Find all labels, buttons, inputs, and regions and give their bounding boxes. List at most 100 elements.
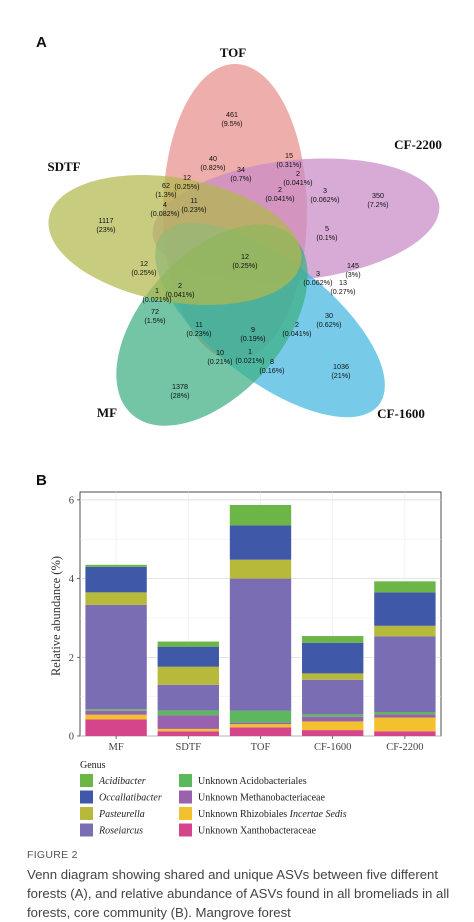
region-count: 12 bbox=[241, 252, 249, 261]
bar-segment bbox=[229, 710, 292, 723]
bar-segment bbox=[302, 714, 364, 717]
legend-label: Acidibacter bbox=[98, 776, 146, 787]
legend-label: Roseiarcus bbox=[98, 826, 143, 837]
region-pct: (0.041%) bbox=[283, 178, 312, 187]
legend-swatch bbox=[80, 774, 93, 787]
axes: 0 2 4 6 MF SDTF TOF CF-1600 CF-2200 bbox=[69, 495, 424, 753]
region-pct: (0.7%) bbox=[230, 174, 251, 183]
set-label-tof: TOF bbox=[220, 45, 247, 60]
set-label-sdtf: SDTF bbox=[47, 159, 80, 174]
unique-pct-tof: (9.5%) bbox=[221, 119, 242, 128]
bar-segment bbox=[229, 722, 292, 725]
region-count: 2 bbox=[278, 185, 282, 194]
caption-text: Venn diagram showing shared and unique A… bbox=[27, 867, 450, 920]
venn-diagram: TOF CF-2200 CF-1600 MF SDTF 461(9.5%) 350(7.2… bbox=[47, 45, 442, 426]
region-pct: (0.021%) bbox=[142, 295, 171, 304]
x-tick-label: CF-1600 bbox=[314, 742, 351, 753]
region-count: 10 bbox=[216, 348, 224, 357]
region-pct: (1.5%) bbox=[144, 316, 165, 325]
region-pct: (0.062%) bbox=[310, 195, 339, 204]
unique-count-mf: 1378 bbox=[172, 382, 188, 391]
region-count: 2 bbox=[296, 169, 300, 178]
unique-pct-cf-2200: (7.2%) bbox=[367, 200, 388, 209]
region-count: 30 bbox=[325, 311, 333, 320]
set-label-cf-2200: CF-2200 bbox=[394, 137, 442, 152]
x-tick-label: MF bbox=[109, 742, 124, 753]
bar-segment bbox=[157, 710, 219, 716]
unique-pct-cf-1600: (21%) bbox=[331, 371, 350, 380]
region-count: 12 bbox=[140, 259, 148, 268]
stacked-bar-chart: 0 2 4 6 MF SDTF TOF CF-1600 CF-2200 Relative abu… bbox=[49, 491, 442, 837]
region-count: 11 bbox=[195, 320, 202, 329]
bar-segment bbox=[85, 564, 147, 567]
region-pct: (0.31%) bbox=[276, 160, 301, 169]
region-count: 4 bbox=[163, 200, 167, 209]
venn-region-counts: 461(9.5%)350(7.2%)1036(21%)1378(28%)1117… bbox=[96, 110, 388, 400]
bar-segment bbox=[374, 717, 436, 732]
legend-swatch bbox=[80, 790, 93, 804]
x-tick-label: TOF bbox=[251, 742, 271, 753]
region-count: 12 bbox=[183, 173, 191, 182]
bar-segment bbox=[229, 724, 292, 728]
bar-segment bbox=[302, 730, 364, 736]
legend-label: Unknown Xanthobacteraceae bbox=[198, 826, 317, 837]
legend-swatch bbox=[179, 790, 192, 804]
region-count: 145 bbox=[347, 261, 359, 270]
x-tick-label: CF-2200 bbox=[386, 742, 423, 753]
unique-count-tof: 461 bbox=[226, 110, 238, 119]
legend-swatch bbox=[80, 823, 93, 837]
y-tick-label: 6 bbox=[69, 495, 74, 506]
region-pct: (0.1%) bbox=[316, 233, 337, 242]
region-count: 34 bbox=[237, 165, 245, 174]
bar-segment bbox=[229, 559, 292, 579]
legend-label: Unknown Methanobacteriaceae bbox=[198, 793, 325, 804]
bar-segment bbox=[157, 715, 219, 729]
legend-label: Unknown Acidobacteriales bbox=[198, 776, 307, 787]
region-count: 3 bbox=[316, 269, 320, 278]
y-tick-label: 0 bbox=[69, 732, 74, 743]
legend-label: Pasteurella bbox=[98, 809, 145, 820]
region-pct: (0.041%) bbox=[265, 194, 294, 203]
bar-segment bbox=[374, 731, 436, 736]
region-count: 1 bbox=[155, 286, 159, 295]
bar-segment bbox=[302, 673, 364, 680]
region-pct: (0.82%) bbox=[200, 163, 225, 172]
bar-segment bbox=[85, 714, 147, 720]
region-pct: (0.25%) bbox=[174, 182, 199, 191]
region-pct: (0.25%) bbox=[131, 268, 156, 277]
set-label-mf: MF bbox=[97, 405, 117, 420]
region-count: 40 bbox=[209, 154, 217, 163]
bar-segment bbox=[85, 709, 147, 711]
region-pct: (3%) bbox=[345, 270, 360, 279]
bar-segment bbox=[374, 625, 436, 637]
bar-segment bbox=[302, 642, 364, 674]
bar-segment bbox=[229, 727, 292, 736]
bar-segment bbox=[374, 581, 436, 593]
y-axis-label: Relative abundance (%) bbox=[49, 556, 63, 676]
venn-set-labels: TOF CF-2200 CF-1600 MF SDTF bbox=[47, 45, 441, 421]
region-count: 9 bbox=[251, 325, 255, 334]
region-pct: (0.041%) bbox=[165, 290, 194, 299]
y-tick-label: 4 bbox=[69, 574, 75, 585]
legend-swatch bbox=[80, 807, 93, 820]
region-pct: (0.19%) bbox=[240, 334, 265, 343]
unique-count-sdtf: 1117 bbox=[99, 216, 114, 225]
bar-segment bbox=[302, 679, 364, 715]
bar-segment bbox=[157, 641, 219, 647]
region-count: 3 bbox=[323, 186, 327, 195]
legend-swatch bbox=[179, 807, 192, 820]
y-tick-label: 2 bbox=[69, 653, 74, 664]
region-count: 72 bbox=[151, 307, 159, 316]
region-pct: (0.23%) bbox=[181, 205, 206, 214]
figure-caption: FIGURE 2 Venn diagram showing shared and… bbox=[27, 849, 467, 922]
legend-title: Genus bbox=[80, 760, 106, 771]
bar-segment bbox=[302, 721, 364, 731]
region-pct: (0.021%) bbox=[235, 356, 264, 365]
region-pct: (0.62%) bbox=[316, 320, 341, 329]
region-pct: (0.21%) bbox=[207, 357, 232, 366]
unique-count-cf-2200: 350 bbox=[372, 191, 384, 200]
legend-swatch bbox=[179, 774, 192, 787]
bar-segment bbox=[157, 646, 219, 667]
bar-segment bbox=[85, 710, 147, 715]
unique-pct-mf: (28%) bbox=[170, 391, 189, 400]
